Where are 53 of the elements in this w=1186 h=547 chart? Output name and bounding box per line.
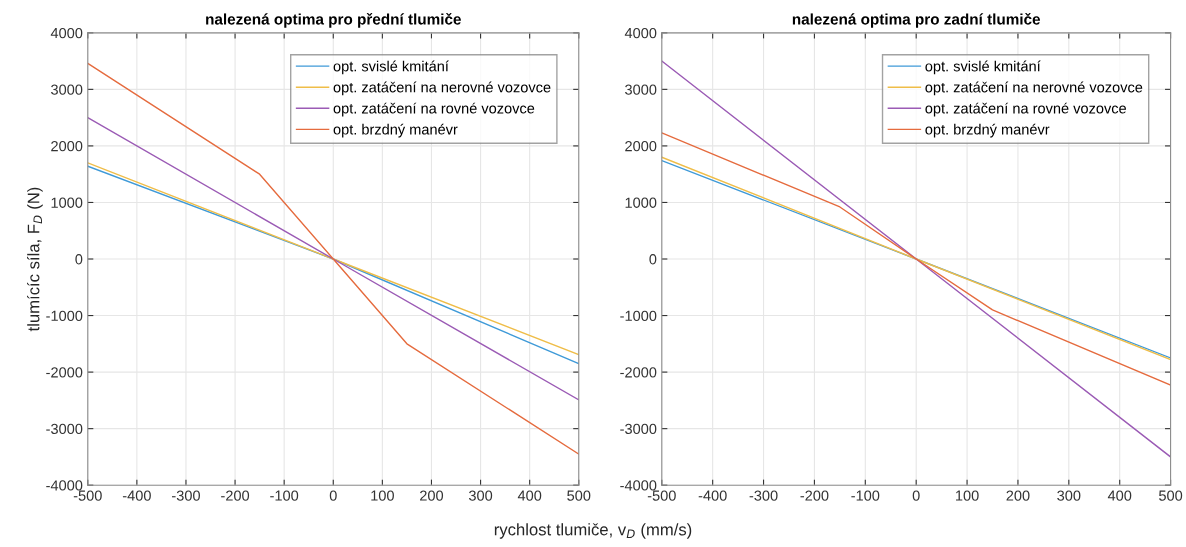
y-tick-label: 1000 — [51, 197, 83, 208]
y-tick-label: 3000 — [625, 84, 657, 95]
x-tick-label: -400 — [698, 490, 727, 501]
y-tick-label: 2000 — [625, 141, 657, 152]
x-tick-label: 100 — [371, 490, 394, 501]
y-tick-label: -4000 — [46, 480, 83, 491]
y-tick-label: -2000 — [46, 367, 83, 378]
x-axis-title: rychlost tlumiče, v$_{D}$ (mm/s) — [494, 523, 692, 539]
legend-label: opt. svislé kmitání — [925, 60, 1041, 75]
y-tick-label: -2000 — [620, 367, 657, 378]
legend-label: opt. zatáčení na nerovné vozovce — [925, 81, 1143, 96]
x-tick-label: 500 — [1159, 490, 1183, 501]
y-tick-label: 2000 — [51, 141, 83, 152]
y-tick-label: -3000 — [620, 423, 657, 435]
legend-label: opt. brzdný manévr — [925, 123, 1050, 138]
y-tick-label: -4000 — [620, 480, 657, 491]
legend-label: opt. brzdný manévr — [333, 123, 458, 138]
y-tick-label: -1000 — [620, 310, 657, 321]
chart-title: nalezená optima pro přední tlumiče — [206, 13, 461, 28]
x-tick-label: 0 — [912, 490, 920, 501]
legend-label: opt. zatáčení na nerovné vozovce — [333, 81, 551, 96]
y-tick-label: 4000 — [624, 27, 657, 39]
x-tick-label: -500 — [647, 490, 676, 501]
y-tick-label: -1000 — [46, 310, 83, 321]
y-tick-label: 1000 — [625, 197, 657, 208]
x-tick-label: -200 — [221, 490, 250, 501]
x-tick-label: 200 — [420, 490, 444, 501]
x-tick-label: 100 — [956, 490, 979, 501]
x-tick-label: -300 — [749, 490, 778, 501]
x-tick-label: 500 — [567, 490, 591, 501]
x-tick-label: -300 — [172, 490, 200, 501]
y-tick-label: 0 — [75, 254, 83, 265]
x-tick-label: 400 — [517, 490, 542, 501]
x-tick-label: 400 — [1107, 490, 1132, 501]
y-tick-label: -3000 — [46, 423, 83, 435]
x-tick-label: -100 — [270, 490, 299, 501]
x-tick-label: -100 — [851, 490, 880, 501]
legend-label: opt. svislé kmitání — [333, 60, 449, 75]
y-tick-label: 4000 — [50, 27, 83, 39]
y-axis-title: tlumícíc síla, F$_{D}$ (N) — [27, 187, 43, 332]
line-series — [87, 62, 579, 455]
x-tick-label: -200 — [800, 490, 829, 501]
x-tick-label: 300 — [1057, 490, 1081, 501]
x-tick-label: 0 — [329, 490, 337, 501]
x-tick-label: -400 — [122, 490, 151, 501]
x-tick-label: -500 — [73, 490, 102, 501]
x-tick-label: 200 — [1006, 490, 1030, 501]
x-tick-label: 300 — [468, 490, 493, 501]
y-tick-label: 3000 — [51, 84, 83, 95]
legend-label: opt. zatáčení na rovné vozovce — [925, 102, 1127, 117]
y-tick-label: 0 — [649, 254, 657, 265]
chart-title: nalezená optima pro zadní tlumiče — [792, 13, 1041, 28]
legend-label: opt. zatáčení na rovné vozovce — [333, 102, 535, 117]
